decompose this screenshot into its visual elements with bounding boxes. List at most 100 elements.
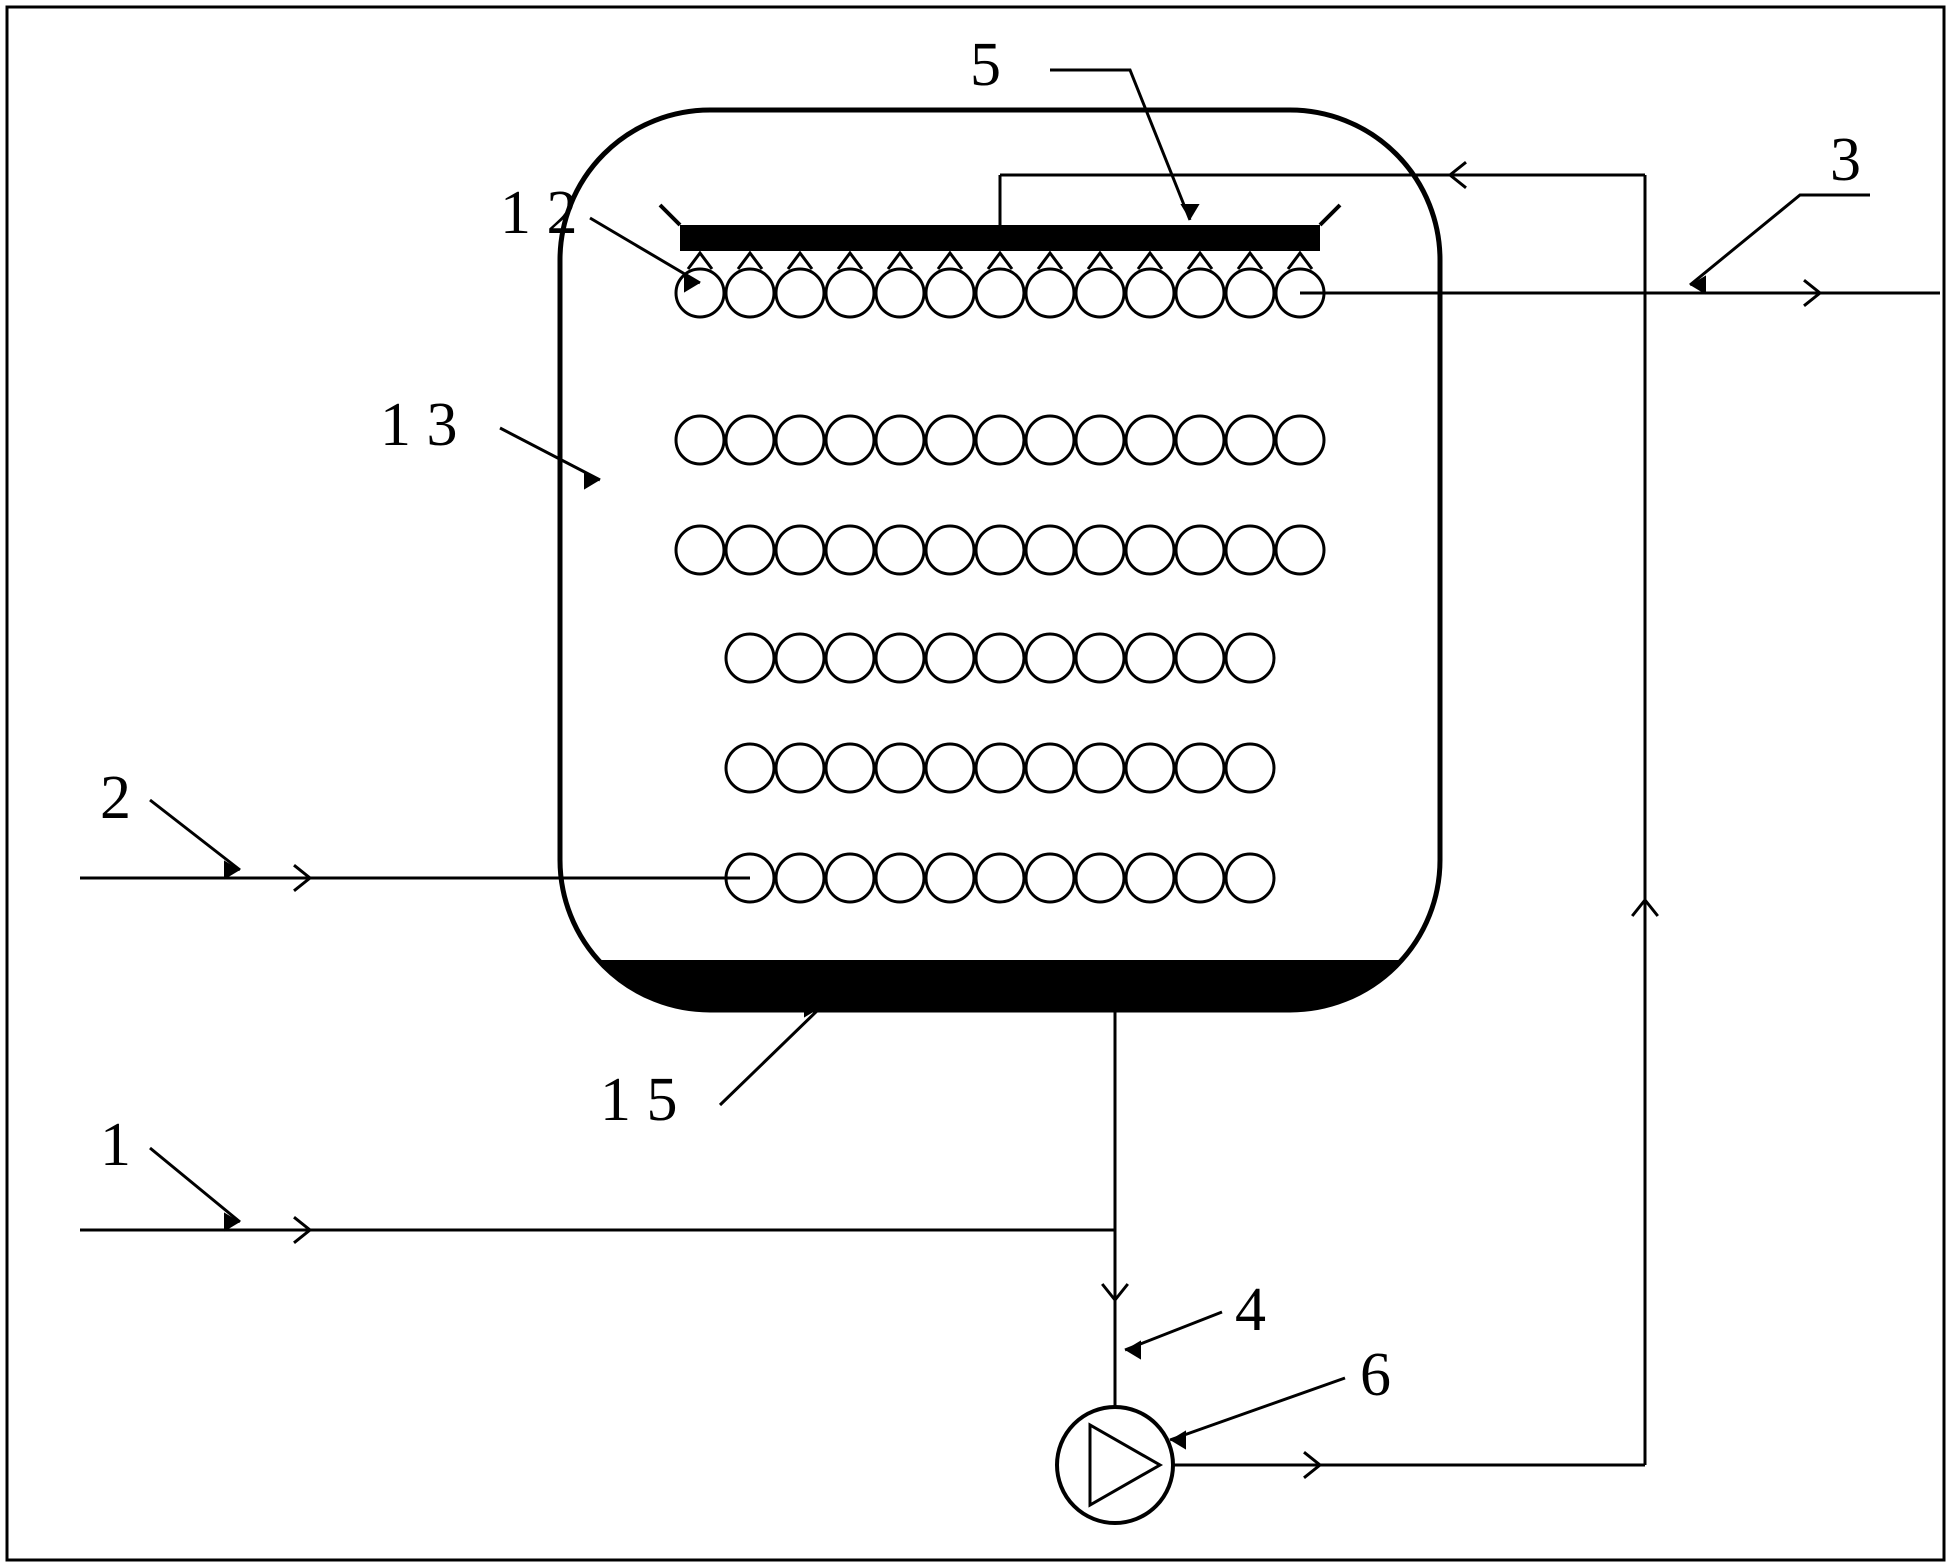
coil-tube [826, 744, 874, 792]
coil-tube [1026, 416, 1074, 464]
coil-tube [776, 269, 824, 317]
coil-tube [726, 416, 774, 464]
coil-tube [1126, 269, 1174, 317]
coil-tube [1076, 634, 1124, 682]
leader-label-6: 6 [1360, 1341, 1391, 1409]
leader-15: 1 5 [600, 1008, 820, 1134]
coil-tube [726, 634, 774, 682]
coil-tube [826, 269, 874, 317]
coil-tube [1176, 526, 1224, 574]
coil-tube [1176, 854, 1224, 902]
leader-label-13: 1 3 [380, 391, 458, 459]
coil-tube [776, 854, 824, 902]
coil-tube [926, 634, 974, 682]
coil-tube [1126, 854, 1174, 902]
coil-tube [826, 634, 874, 682]
arrow-1-in [268, 878, 310, 1243]
coil-tube [926, 854, 974, 902]
coil-tube [826, 526, 874, 574]
leader-label-3: 3 [1830, 126, 1861, 194]
coil-tube [876, 744, 924, 792]
coil-tube [926, 269, 974, 317]
vessel-bottom-liquid [598, 960, 1402, 1010]
arrow-drain-down [1102, 1284, 1320, 1465]
coil-tube [976, 526, 1024, 574]
coil-tube [1076, 854, 1124, 902]
leader-label-1: 1 [100, 1111, 131, 1179]
spray-header-cap-right [1320, 205, 1340, 225]
coil-tube [1026, 526, 1074, 574]
leader-arrowhead [684, 273, 700, 292]
coil-tube [1226, 416, 1274, 464]
piping [80, 175, 1940, 1465]
leader-13: 1 3 [380, 391, 600, 480]
leader-arrowhead [584, 470, 600, 489]
coil-tube [1226, 854, 1274, 902]
leader-arrowhead [1180, 204, 1199, 220]
leader-label-15: 1 5 [600, 1066, 678, 1134]
coil-tube [1126, 526, 1174, 574]
coil-tube [776, 744, 824, 792]
coil-tube [1076, 416, 1124, 464]
coil-tube [926, 744, 974, 792]
coil-tube [1176, 744, 1224, 792]
coil-tube [1276, 416, 1324, 464]
coil-tube [876, 854, 924, 902]
coil-tube [776, 416, 824, 464]
coil-tube [876, 634, 924, 682]
coil-tube [876, 526, 924, 574]
leader-arrowhead [1125, 1340, 1141, 1359]
pump-body [1057, 1407, 1173, 1523]
coil-tube [1126, 634, 1174, 682]
coil-tube [926, 526, 974, 574]
coil-tube [726, 744, 774, 792]
arrow-recirc-top [1450, 162, 1820, 293]
coil-tube [1226, 269, 1274, 317]
spray-nozzles [688, 253, 1312, 269]
leader-6: 6 [1170, 1341, 1391, 1440]
leader-2: 2 [100, 764, 240, 870]
pump-impeller-icon [1090, 1425, 1160, 1505]
coil-tubes [676, 269, 1324, 902]
coil-tube [1226, 634, 1274, 682]
coil-tube [1026, 634, 1074, 682]
leader-5: 5 [970, 31, 1190, 220]
leader-label-2: 2 [100, 764, 131, 832]
coil-tube [1226, 526, 1274, 574]
leader-label-5: 5 [970, 31, 1001, 99]
arrow-2-in [294, 865, 1115, 1300]
coil-tube [1026, 269, 1074, 317]
leader-12: 1 2 [500, 179, 700, 283]
coil-tube [976, 854, 1024, 902]
coil-tube [726, 526, 774, 574]
coil-tube [776, 526, 824, 574]
coil-tube [1026, 854, 1074, 902]
coil-tube [1276, 526, 1324, 574]
coil-tube [776, 634, 824, 682]
spray-header-bar [680, 225, 1320, 251]
coil-tube [1176, 269, 1224, 317]
coil-tube [976, 269, 1024, 317]
spray-header-cap-left [660, 205, 680, 225]
coil-tube [1176, 416, 1224, 464]
coil-tube [676, 416, 724, 464]
coil-tube [876, 416, 924, 464]
coil-tube [976, 744, 1024, 792]
coil-tube [826, 416, 874, 464]
coil-tube [726, 269, 774, 317]
arrow-recirc-up [1450, 175, 1658, 916]
coil-tube [1026, 744, 1074, 792]
coil-tube [926, 416, 974, 464]
coil-tube [876, 269, 924, 317]
coil-tube [676, 526, 724, 574]
coil-tube [676, 269, 724, 317]
coil-tube [976, 416, 1024, 464]
coil-tube [1076, 526, 1124, 574]
leader-1: 1 [100, 1111, 240, 1222]
coil-tube [826, 854, 874, 902]
coil-tube [1176, 634, 1224, 682]
coil-tube [1226, 744, 1274, 792]
coil-tube [1126, 744, 1174, 792]
leader-3: 3 [1690, 126, 1870, 285]
leader-4: 4 [1125, 1276, 1266, 1350]
